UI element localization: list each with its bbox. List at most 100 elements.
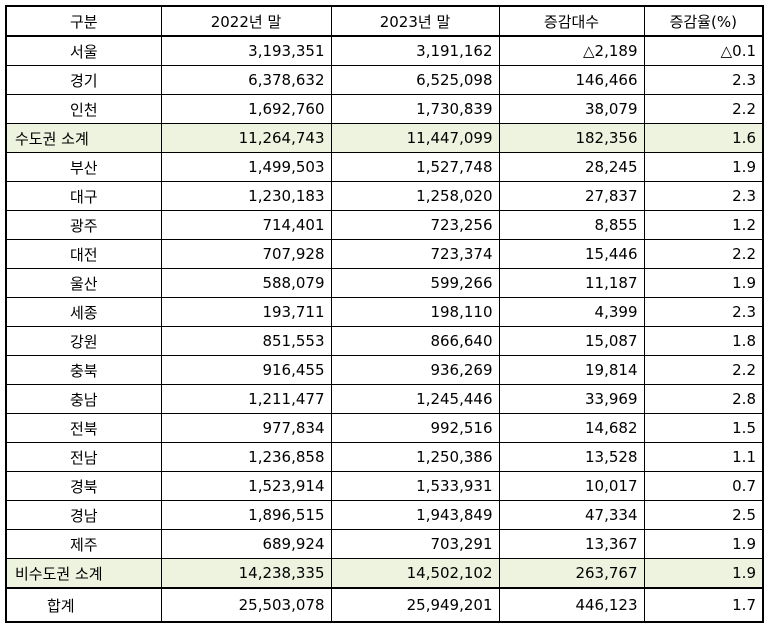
cell-2022: 6,378,632: [160, 65, 332, 95]
cell-2023: 1,258,020: [330, 181, 500, 211]
cell-change: 8,855: [498, 210, 645, 240]
cell-2023: 1,730,839: [330, 94, 500, 124]
table-row: 경기 6,378,632 6,525,098 146,466 2.3: [5, 65, 764, 95]
cell-2023: 1,245,446: [330, 384, 500, 414]
cell-change: 446,123: [498, 587, 645, 623]
row-name: 광주: [5, 210, 162, 240]
row-name: 세종: [5, 297, 162, 327]
cell-change: 263,767: [498, 558, 645, 589]
cell-rate: 1.9: [643, 558, 764, 589]
cell-change: 15,087: [498, 326, 645, 356]
table-row: 수도권 소계 11,264,743 11,447,099 182,356 1.6: [5, 123, 764, 153]
header-2023: 2023년 말: [330, 5, 500, 37]
cell-2023: 866,640: [330, 326, 500, 356]
cell-change: 38,079: [498, 94, 645, 124]
cell-2022: 851,553: [160, 326, 332, 356]
row-name: 전북: [5, 413, 162, 443]
cell-2023: 1,943,849: [330, 500, 500, 530]
cell-rate: 2.5: [643, 500, 764, 530]
row-name: 비수도권 소계: [5, 558, 162, 589]
table-row: 전북 977,834 992,516 14,682 1.5: [5, 413, 764, 443]
cell-rate: 2.8: [643, 384, 764, 414]
table-header-row: 구분 2022년 말 2023년 말 증감대수 증감율(%): [5, 5, 764, 37]
table-row: 충남 1,211,477 1,245,446 33,969 2.8: [5, 384, 764, 414]
cell-2023: 723,256: [330, 210, 500, 240]
row-name: 부산: [5, 152, 162, 182]
table-row: 대전 707,928 723,374 15,446 2.2: [5, 239, 764, 269]
cell-rate: 1.9: [643, 268, 764, 298]
row-name: 전남: [5, 442, 162, 472]
table-row: 세종 193,711 198,110 4,399 2.3: [5, 297, 764, 327]
cell-2022: 1,499,503: [160, 152, 332, 182]
cell-rate: 1.1: [643, 442, 764, 472]
cell-2023: 992,516: [330, 413, 500, 443]
row-name: 대전: [5, 239, 162, 269]
cell-2023: 11,447,099: [330, 123, 500, 153]
cell-change: 19,814: [498, 355, 645, 385]
table-row: 제주 689,924 703,291 13,367 1.9: [5, 529, 764, 559]
cell-2023: 1,533,931: [330, 471, 500, 501]
header-2022: 2022년 말: [160, 5, 332, 37]
table-row: 합계 25,503,078 25,949,201 446,123 1.7: [5, 587, 764, 623]
cell-change: 146,466: [498, 65, 645, 95]
cell-2022: 916,455: [160, 355, 332, 385]
cell-2022: 193,711: [160, 297, 332, 327]
table-row: 충북 916,455 936,269 19,814 2.2: [5, 355, 764, 385]
cell-rate: 2.3: [643, 65, 764, 95]
row-name: 울산: [5, 268, 162, 298]
cell-2022: 977,834: [160, 413, 332, 443]
table-row: 인천 1,692,760 1,730,839 38,079 2.2: [5, 94, 764, 124]
table-row: 울산 588,079 599,266 11,187 1.9: [5, 268, 764, 298]
cell-2022: 1,523,914: [160, 471, 332, 501]
header-rate: 증감율(%): [643, 5, 764, 37]
row-name: 제주: [5, 529, 162, 559]
cell-2023: 703,291: [330, 529, 500, 559]
cell-2022: 689,924: [160, 529, 332, 559]
cell-change: 27,837: [498, 181, 645, 211]
cell-2022: 714,401: [160, 210, 332, 240]
cell-rate: 1.5: [643, 413, 764, 443]
table-row: 강원 851,553 866,640 15,087 1.8: [5, 326, 764, 356]
cell-rate: 1.9: [643, 529, 764, 559]
table-row: 광주 714,401 723,256 8,855 1.2: [5, 210, 764, 240]
cell-change: △2,189: [498, 35, 645, 66]
cell-2023: 599,266: [330, 268, 500, 298]
row-name: 대구: [5, 181, 162, 211]
row-name: 충남: [5, 384, 162, 414]
row-name: 합계: [5, 587, 162, 623]
cell-2023: 14,502,102: [330, 558, 500, 589]
cell-2023: 198,110: [330, 297, 500, 327]
cell-2023: 6,525,098: [330, 65, 500, 95]
cell-2022: 1,692,760: [160, 94, 332, 124]
cell-2022: 1,896,515: [160, 500, 332, 530]
header-category: 구분: [5, 5, 162, 37]
vehicle-registration-table: 구분 2022년 말 2023년 말 증감대수 증감율(%) 서울 3,193,3…: [5, 5, 764, 623]
cell-2022: 1,230,183: [160, 181, 332, 211]
cell-2023: 723,374: [330, 239, 500, 269]
cell-change: 14,682: [498, 413, 645, 443]
cell-rate: △0.1: [643, 35, 764, 66]
cell-2023: 936,269: [330, 355, 500, 385]
cell-2023: 1,250,386: [330, 442, 500, 472]
cell-rate: 1.8: [643, 326, 764, 356]
cell-rate: 1.6: [643, 123, 764, 153]
cell-change: 13,528: [498, 442, 645, 472]
cell-rate: 2.2: [643, 94, 764, 124]
row-name: 강원: [5, 326, 162, 356]
header-change: 증감대수: [498, 5, 645, 37]
cell-change: 33,969: [498, 384, 645, 414]
cell-change: 10,017: [498, 471, 645, 501]
cell-rate: 2.3: [643, 181, 764, 211]
cell-change: 13,367: [498, 529, 645, 559]
cell-change: 15,446: [498, 239, 645, 269]
cell-change: 28,245: [498, 152, 645, 182]
table-row: 경남 1,896,515 1,943,849 47,334 2.5: [5, 500, 764, 530]
table-row: 부산 1,499,503 1,527,748 28,245 1.9: [5, 152, 764, 182]
table-row: 대구 1,230,183 1,258,020 27,837 2.3: [5, 181, 764, 211]
cell-2023: 1,527,748: [330, 152, 500, 182]
cell-change: 4,399: [498, 297, 645, 327]
row-name: 경북: [5, 471, 162, 501]
cell-change: 47,334: [498, 500, 645, 530]
cell-2022: 3,193,351: [160, 35, 332, 66]
cell-change: 182,356: [498, 123, 645, 153]
